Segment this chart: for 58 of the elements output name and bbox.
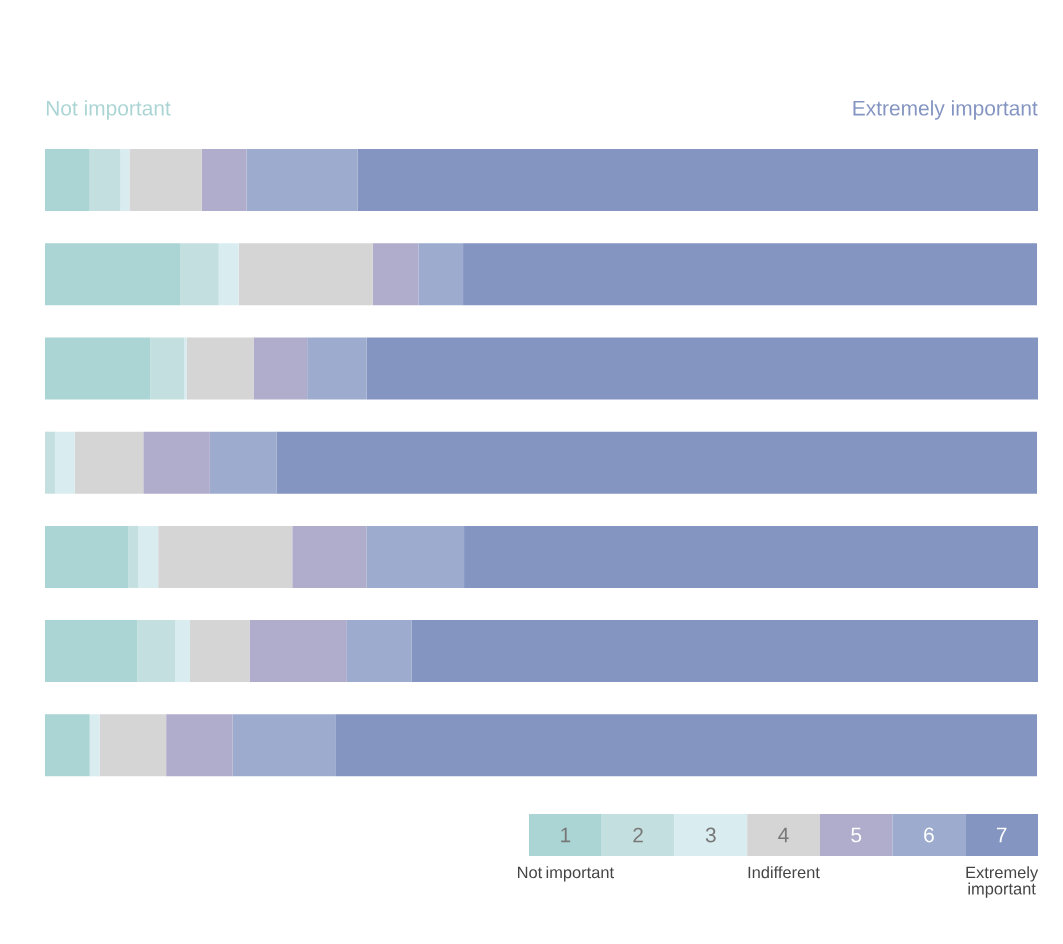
text: Extremely important bbox=[966, 866, 1039, 898]
bar bbox=[292, 525, 367, 588]
bar bbox=[209, 431, 277, 494]
text: Indifferent bbox=[748, 866, 820, 879]
bar bbox=[166, 714, 233, 777]
bar bbox=[346, 620, 412, 683]
bar bbox=[372, 243, 419, 306]
bar bbox=[335, 714, 1038, 777]
bar bbox=[150, 337, 185, 400]
bar bbox=[253, 337, 308, 400]
bar bbox=[175, 620, 190, 683]
bar bbox=[143, 431, 210, 494]
text: 6 bbox=[924, 827, 934, 843]
bar bbox=[464, 525, 1039, 588]
bar bbox=[45, 149, 90, 212]
bar bbox=[128, 525, 139, 588]
bar bbox=[201, 149, 247, 212]
bar bbox=[45, 525, 129, 588]
bar bbox=[189, 620, 250, 683]
bar bbox=[54, 431, 75, 494]
bar bbox=[218, 243, 239, 306]
bar bbox=[366, 525, 465, 588]
bar bbox=[276, 431, 1038, 494]
bar bbox=[187, 337, 254, 400]
bar bbox=[89, 714, 100, 777]
text: 1 bbox=[561, 827, 571, 843]
bar bbox=[138, 525, 159, 588]
text: Not important bbox=[46, 100, 171, 120]
bar bbox=[129, 149, 202, 212]
bar bbox=[246, 149, 358, 212]
bar bbox=[366, 337, 1039, 400]
bar bbox=[158, 525, 293, 588]
bar bbox=[45, 243, 181, 306]
bar bbox=[45, 337, 151, 400]
bar bbox=[74, 431, 144, 494]
bar bbox=[45, 714, 90, 777]
bar bbox=[120, 149, 130, 212]
bar bbox=[89, 149, 121, 212]
bar bbox=[357, 149, 1039, 212]
bar bbox=[411, 620, 1039, 683]
text: 7 bbox=[996, 827, 1007, 843]
text: 4 bbox=[778, 827, 789, 843]
bar bbox=[99, 714, 167, 777]
text: Not important bbox=[517, 866, 614, 882]
bar bbox=[249, 620, 347, 683]
bar bbox=[238, 243, 373, 306]
bar bbox=[45, 620, 138, 683]
text: 2 bbox=[633, 827, 643, 843]
bar bbox=[232, 714, 336, 777]
bar bbox=[463, 243, 1038, 306]
bar bbox=[180, 243, 219, 306]
text: 5 bbox=[851, 827, 862, 843]
bar bbox=[418, 243, 464, 306]
text: Extremely important bbox=[853, 100, 1038, 120]
text: 3 bbox=[705, 827, 716, 843]
bar bbox=[307, 337, 367, 400]
bar bbox=[45, 431, 55, 494]
bar bbox=[137, 620, 176, 683]
